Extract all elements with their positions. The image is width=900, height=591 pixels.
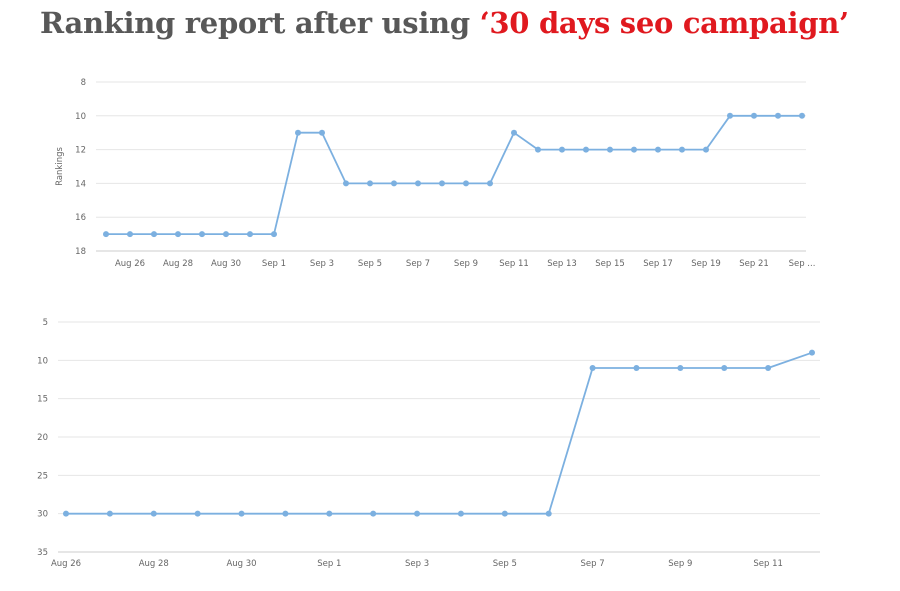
y-tick-label: 12 [75,146,86,156]
x-tick-label: Sep 5 [493,559,517,569]
data-point[interactable] [809,349,815,356]
data-point[interactable] [487,180,493,187]
data-point[interactable] [751,112,757,119]
x-tick-label: Sep 7 [406,259,430,269]
x-tick-label: Aug 28 [139,559,169,569]
y-tick-label: 16 [75,213,86,223]
x-tick-label: Sep 11 [753,559,783,569]
data-point[interactable] [721,365,728,371]
y-axis-title: Rankings [55,147,65,186]
data-point[interactable] [343,180,349,187]
series-line [66,351,813,515]
y-tick-label: 8 [81,78,86,88]
x-tick-label: Sep 5 [358,259,382,269]
data-point[interactable] [589,365,596,371]
x-tick-label: Sep ... [789,259,816,269]
y-tick-label: 35 [37,548,48,558]
title-accent-text: ‘30 days seo campaign’ [479,6,849,40]
y-tick-label: 10 [75,112,86,122]
data-point[interactable] [295,129,301,136]
y-tick-label: 15 [37,395,48,405]
y-tick-label: 10 [37,356,48,366]
data-point[interactable] [703,146,709,153]
data-point[interactable] [63,510,69,517]
x-tick-label: Aug 30 [211,259,241,269]
x-tick-label: Sep 1 [262,259,286,269]
x-tick-label: Sep 13 [547,259,577,269]
data-point[interactable] [194,510,201,517]
series-line [106,114,802,236]
data-point[interactable] [679,146,685,153]
y-tick-label: 30 [37,510,48,520]
data-point[interactable] [439,180,445,187]
x-tick-label: Aug 30 [226,559,256,569]
data-point[interactable] [319,129,325,136]
x-tick-label: Sep 15 [595,259,625,269]
y-tick-label: 25 [37,471,48,481]
data-point[interactable] [103,231,109,238]
x-tick-label: Sep 21 [739,259,769,269]
data-point[interactable] [511,129,517,136]
data-point[interactable] [501,510,508,517]
data-point[interactable] [223,231,229,238]
x-tick-label: Aug 26 [115,259,145,269]
data-point[interactable] [326,510,333,517]
y-tick-label: 20 [37,433,48,443]
x-tick-label: Sep 17 [643,259,673,269]
data-point[interactable] [583,146,589,153]
x-tick-label: Sep 19 [691,259,721,269]
ranking-chart-top: 8 10 12 14 16 18 Aug 26 Aug 28 Aug 30 Sep 1 Sep 3 S… [55,78,816,269]
data-point[interactable] [677,365,684,371]
data-point[interactable] [199,231,205,238]
data-point[interactable] [463,180,469,187]
data-point[interactable] [631,146,637,153]
data-point[interactable] [535,146,541,153]
x-tick-label: Sep 11 [499,259,529,269]
data-point[interactable] [607,146,613,153]
data-point[interactable] [799,112,805,119]
y-tick-label: 5 [43,318,48,328]
data-point[interactable] [151,231,157,238]
data-point[interactable] [457,510,464,517]
data-point[interactable] [150,510,157,517]
data-point[interactable] [415,180,421,187]
data-point[interactable] [633,365,640,371]
x-tick-label: Sep 3 [405,559,429,569]
data-point[interactable] [414,510,421,517]
data-point[interactable] [271,231,277,238]
x-tick-label: Sep 9 [454,259,478,269]
x-tick-label: Aug 28 [163,259,193,269]
data-point[interactable] [282,510,289,517]
y-tick-label: 14 [75,179,86,189]
report-title: Ranking report after using ‘30 days seo … [40,6,849,40]
x-tick-label: Sep 3 [310,259,334,269]
data-point[interactable] [370,510,377,517]
data-point[interactable] [247,231,253,238]
x-tick-label: Sep 9 [668,559,692,569]
x-tick-label: Sep 7 [581,559,605,569]
data-point[interactable] [127,231,133,238]
data-point[interactable] [775,112,781,119]
data-point[interactable] [727,112,733,119]
x-tick-label: Aug 26 [51,559,81,569]
data-point[interactable] [367,180,373,187]
x-tick-label: Sep 1 [317,559,341,569]
data-point[interactable] [765,365,772,371]
data-point[interactable] [106,510,113,517]
data-point[interactable] [545,510,552,517]
y-tick-label: 18 [75,247,86,257]
data-point[interactable] [175,231,181,238]
data-point[interactable] [391,180,397,187]
data-point[interactable] [655,146,661,153]
title-main-text: Ranking report after using [40,6,480,40]
data-point[interactable] [559,146,565,153]
data-point[interactable] [238,510,245,517]
